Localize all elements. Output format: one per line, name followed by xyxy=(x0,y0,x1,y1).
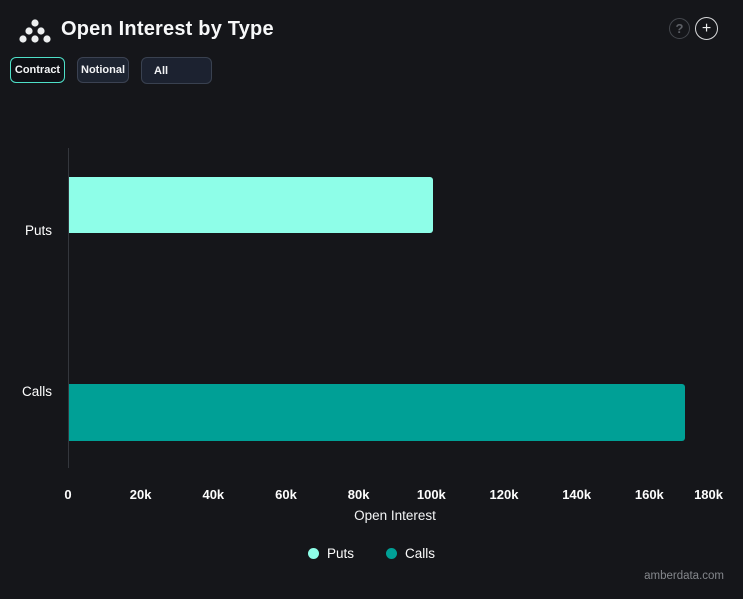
y-tick-label-puts: Puts xyxy=(24,223,52,238)
legend-dot-puts xyxy=(307,548,319,559)
filter-all-dropdown[interactable]: All xyxy=(141,57,212,84)
bar-calls[interactable] xyxy=(69,384,685,441)
x-tick-label: 140k xyxy=(562,487,592,502)
y-axis-line xyxy=(68,148,69,468)
bar-puts[interactable] xyxy=(69,177,433,233)
x-tick-label: 80k xyxy=(347,487,370,502)
x-tick-label: 60k xyxy=(275,487,297,502)
y-tick-label-calls: Calls xyxy=(21,384,52,399)
page-title: Open Interest by Type xyxy=(61,18,274,40)
legend-item-puts[interactable]: Puts xyxy=(307,546,354,561)
cluster-dots-icon xyxy=(19,19,51,43)
notional-button[interactable]: Notional xyxy=(77,57,129,83)
legend-label: Calls xyxy=(405,546,436,561)
x-tick-label: 120k xyxy=(489,487,519,502)
x-tick-label: 160k xyxy=(634,487,664,502)
x-tick-label: 180k xyxy=(694,487,723,502)
x-tick-label: 20k xyxy=(129,487,152,502)
legend-item-calls[interactable]: Calls xyxy=(386,546,435,561)
x-axis-ticks: 0 20k 40k 60k 80k 100k 120k 140k 160k 180k xyxy=(0,487,743,503)
legend-dot-calls xyxy=(386,548,397,559)
help-icon[interactable]: ? xyxy=(669,18,690,39)
add-icon[interactable]: + xyxy=(695,17,718,40)
legend-label: Puts xyxy=(326,546,354,561)
amberdata-watermark: amberdata.com xyxy=(644,570,724,582)
x-tick-label: 100k xyxy=(416,487,446,502)
chart-legend: Puts Calls xyxy=(0,546,743,561)
x-tick-label: 0 xyxy=(64,487,72,502)
x-tick-label: 40k xyxy=(202,487,225,502)
x-axis-title: Open Interest xyxy=(354,508,436,523)
contract-button[interactable]: Contract xyxy=(10,57,65,83)
